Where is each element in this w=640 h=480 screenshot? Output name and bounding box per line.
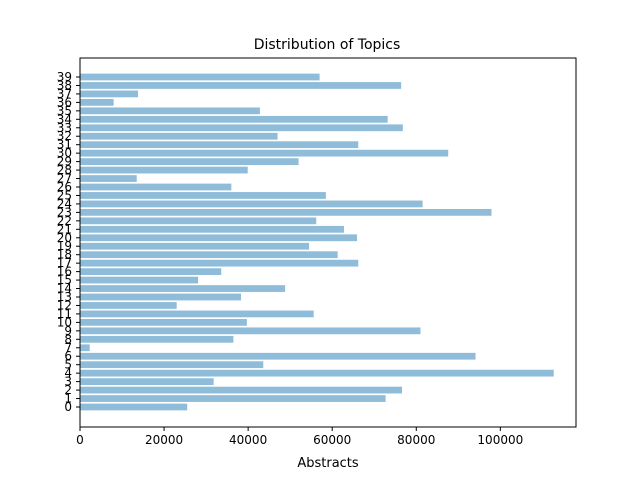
y-tick-label: 19 <box>57 239 72 253</box>
bar-topic-28 <box>80 166 248 174</box>
y-tick-label: 5 <box>64 358 72 372</box>
y-tick-label: 3 <box>64 375 72 389</box>
y-tick-label: 29 <box>57 155 72 169</box>
bar-topic-19 <box>80 242 310 250</box>
bar-topic-2 <box>80 386 402 394</box>
bar-topic-9 <box>80 327 421 335</box>
bar-topic-12 <box>80 302 177 309</box>
y-tick-label: 31 <box>57 138 72 152</box>
y-tick-label: 12 <box>57 298 72 312</box>
y-tick-label: 30 <box>57 146 72 160</box>
x-tick-label: 0 <box>76 433 84 447</box>
bar-topic-10 <box>80 319 247 326</box>
bar-topic-22 <box>80 217 317 225</box>
y-tick-label: 7 <box>64 341 72 355</box>
bar-topic-26 <box>80 183 232 191</box>
y-tick-label: 25 <box>57 188 72 202</box>
y-tick-label: 1 <box>64 392 72 406</box>
bar-topic-13 <box>80 293 241 301</box>
bar-topic-1 <box>80 395 386 402</box>
bar-topic-4 <box>80 369 554 377</box>
bar-topic-31 <box>80 141 359 149</box>
bar-topic-16 <box>80 268 222 275</box>
y-tick-label: 16 <box>57 265 72 279</box>
x-tick-label: 60000 <box>313 433 351 447</box>
x-tick-label: 80000 <box>397 433 435 447</box>
bar-topic-15 <box>80 276 199 284</box>
bar-topic-14 <box>80 285 286 292</box>
y-tick-label: 23 <box>57 205 72 219</box>
y-tick-label: 15 <box>57 273 72 287</box>
y-tick-label: 33 <box>57 121 72 135</box>
y-tick-label: 4 <box>64 366 72 380</box>
y-tick-label: 39 <box>57 70 72 84</box>
y-tick-label: 22 <box>57 214 72 228</box>
plot-frame <box>79 57 577 428</box>
y-tick-label: 27 <box>57 172 72 186</box>
y-tick-label: 10 <box>57 315 72 329</box>
y-tick-label: 38 <box>57 78 72 92</box>
y-tick-label: 32 <box>57 129 72 143</box>
bars-group <box>80 73 554 411</box>
x-axis-label: Abstracts <box>297 456 359 471</box>
y-ticks-group: 0123456789101112131415161718192021222324… <box>57 70 80 414</box>
bar-topic-3 <box>80 378 214 385</box>
y-tick-label: 9 <box>64 324 72 338</box>
y-tick-label: 36 <box>57 95 72 109</box>
bar-topic-25 <box>80 192 326 199</box>
bar-topic-6 <box>80 352 476 360</box>
y-tick-label: 35 <box>57 104 72 118</box>
y-tick-label: 18 <box>57 248 72 262</box>
bar-topic-29 <box>80 158 299 165</box>
y-tick-label: 37 <box>57 87 72 101</box>
y-tick-label: 24 <box>57 197 72 211</box>
y-tick-label: 6 <box>64 349 72 363</box>
bar-topic-35 <box>80 107 260 115</box>
y-tick-label: 14 <box>57 282 72 296</box>
bar-topic-5 <box>80 361 264 369</box>
bar-topic-39 <box>80 73 320 81</box>
y-tick-label: 11 <box>57 307 72 321</box>
x-ticks-group: 0 20000 40000 60000 80000 100000 <box>76 427 523 447</box>
y-tick-label: 20 <box>57 231 72 245</box>
y-tick-label: 34 <box>57 112 72 126</box>
x-tick-label: 20000 <box>145 433 183 447</box>
bar-topic-18 <box>80 251 338 259</box>
bar-topic-34 <box>80 115 388 123</box>
bar-topic-37 <box>80 90 139 98</box>
y-tick-label: 17 <box>57 256 72 270</box>
x-tick-label: 40000 <box>229 433 267 447</box>
bar-topic-0 <box>80 403 188 411</box>
bar-topic-7 <box>80 344 90 352</box>
bar-topic-30 <box>80 149 449 157</box>
bar-topic-21 <box>80 225 344 233</box>
y-tick-label: 2 <box>64 383 72 397</box>
bar-topic-27 <box>80 175 137 182</box>
y-tick-label: 21 <box>57 222 72 236</box>
y-tick-label: 28 <box>57 163 72 177</box>
x-tick-label: 100000 <box>477 433 523 447</box>
bar-topic-32 <box>80 132 278 140</box>
bar-topic-38 <box>80 82 402 89</box>
chart-title: Distribution of Topics <box>254 37 401 53</box>
bar-topic-33 <box>80 124 403 132</box>
bar-topic-23 <box>80 209 492 216</box>
bar-topic-36 <box>80 99 114 106</box>
bar-topic-24 <box>80 200 423 208</box>
bar-topic-17 <box>80 259 359 267</box>
bar-topic-8 <box>80 335 234 343</box>
y-tick-label: 0 <box>64 400 72 414</box>
y-tick-label: 26 <box>57 180 72 194</box>
y-tick-label: 8 <box>64 332 72 346</box>
y-tick-label: 13 <box>57 290 72 304</box>
bar-topic-11 <box>80 310 314 318</box>
bar-topic-20 <box>80 234 358 242</box>
